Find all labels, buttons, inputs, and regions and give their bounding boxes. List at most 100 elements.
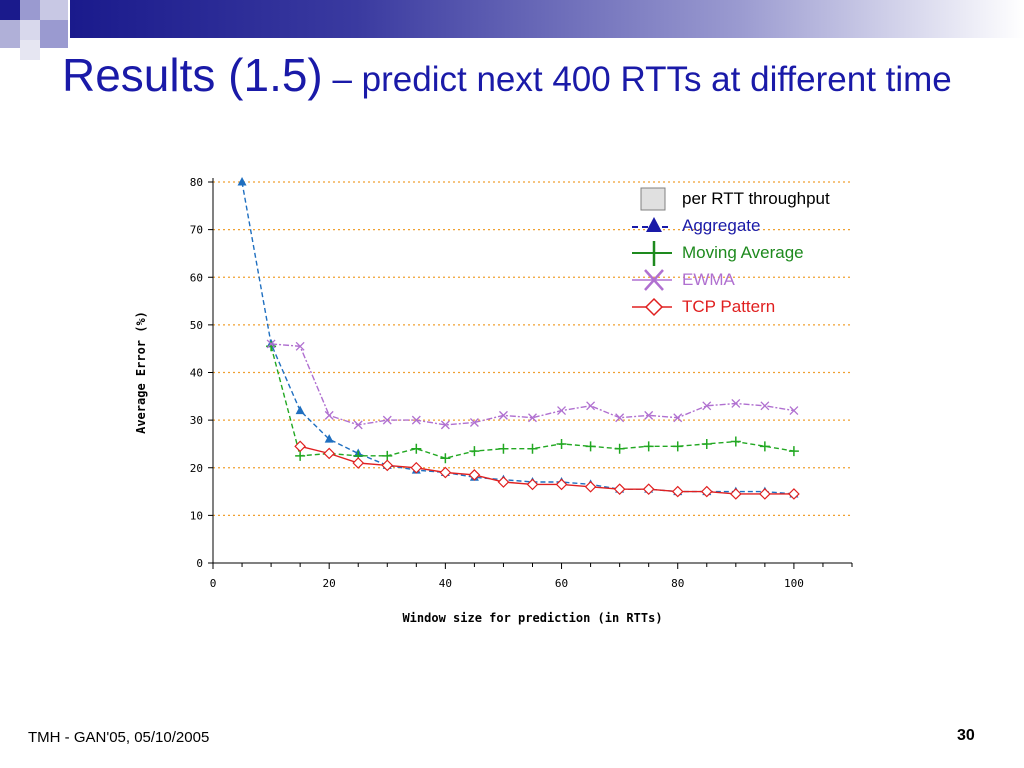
data-point-ewma (673, 413, 683, 423)
x-tick-label: 20 (323, 577, 336, 590)
data-point-tcp-pattern (410, 461, 423, 474)
data-point-ewma (615, 413, 625, 423)
data-point-moving-average (788, 446, 799, 457)
x-tick-label: 60 (555, 577, 568, 590)
data-point-tcp-pattern (497, 476, 510, 488)
data-point-ewma (586, 401, 596, 411)
data-point-tcp-pattern (294, 440, 306, 453)
data-point-ewma (353, 420, 363, 430)
data-point-tcp-pattern (729, 488, 742, 500)
data-point-moving-average (672, 441, 683, 452)
data-point-moving-average (643, 441, 654, 452)
legend-symbol-triangle (632, 217, 672, 232)
data-point-ewma (731, 398, 741, 408)
y-tick-label: 20 (190, 462, 203, 475)
legend-symbol-cross (632, 269, 672, 291)
title-gradient-bar (70, 0, 1024, 38)
legend-label: EWMA (682, 270, 735, 289)
data-point-tcp-pattern (584, 480, 597, 493)
data-point-tcp-pattern (439, 466, 452, 479)
decorative-square (40, 0, 68, 20)
decorative-square (20, 20, 40, 40)
data-point-tcp-pattern (613, 483, 626, 496)
y-tick-label: 70 (190, 224, 203, 237)
data-point-moving-average (730, 436, 741, 447)
footer-text: TMH - GAN'05, 05/10/2005 (28, 729, 210, 746)
data-point-ewma (644, 410, 654, 420)
x-tick-label: 100 (784, 577, 804, 590)
data-point-moving-average (295, 450, 306, 461)
data-point-moving-average (440, 453, 451, 464)
series-line-ewma (271, 343, 795, 426)
data-point-moving-average (556, 438, 567, 449)
data-point-moving-average (759, 441, 770, 452)
x-tick-label: 80 (671, 577, 684, 590)
slide-title-sub: – predict next 400 RTTs at different tim… (322, 60, 952, 99)
data-point-ewma (469, 418, 479, 427)
y-tick-label: 80 (190, 176, 203, 189)
data-point-tcp-pattern (323, 447, 336, 460)
data-point-ewma (440, 420, 450, 430)
legend-symbol-diamond (632, 297, 672, 317)
y-tick-label: 30 (190, 414, 203, 427)
data-point-tcp-pattern (642, 483, 655, 496)
x-tick-label: 40 (439, 577, 452, 590)
data-point-ewma (557, 406, 567, 416)
legend-label: per RTT throughput (682, 189, 830, 208)
data-point-moving-average (614, 443, 625, 454)
data-point-tcp-pattern (759, 488, 771, 500)
data-point-tcp-pattern (788, 488, 800, 500)
data-point-tcp-pattern (468, 469, 481, 481)
legend-label: Aggregate (682, 216, 761, 235)
legend-label: Moving Average (682, 243, 804, 262)
slide-title: Results (1.5) – predict next 400 RTTs at… (62, 52, 962, 98)
line-chart: 0 10 20 30 40 50 60 70 80 0 20 40 60 80 100 Window size… (134, 176, 853, 625)
slide-title-main: Results (1.5) (62, 49, 323, 101)
x-axis-label: Window size for prediction (in RTTs) (402, 611, 662, 625)
y-tick-label: 0 (196, 557, 203, 570)
decorative-square (40, 20, 68, 48)
data-point-aggregate (237, 177, 247, 186)
data-point-ewma (324, 410, 334, 420)
data-point-tcp-pattern (526, 478, 539, 491)
data-point-moving-average (701, 438, 712, 449)
data-point-ewma (789, 406, 799, 416)
y-tick-label: 10 (190, 509, 203, 522)
data-point-moving-average (498, 443, 509, 454)
data-point-ewma (760, 401, 770, 411)
data-point-tcp-pattern (352, 457, 365, 469)
data-point-moving-average (411, 443, 422, 454)
data-point-moving-average (469, 446, 480, 457)
data-point-tcp-pattern (555, 478, 568, 491)
legend-symbol-plus (632, 241, 672, 266)
data-point-ewma (382, 415, 392, 425)
series-line-moving-average (270, 346, 795, 459)
data-point-tcp-pattern (671, 485, 684, 498)
data-point-moving-average (382, 450, 393, 461)
series-line-tcp-pattern (299, 445, 794, 495)
data-point-aggregate (324, 434, 334, 443)
legend-label: TCP Pattern (682, 297, 776, 316)
decorative-square (0, 0, 20, 20)
data-point-tcp-pattern (381, 459, 394, 472)
page-number: 30 (957, 727, 975, 744)
decorative-square (20, 0, 40, 20)
data-point-ewma (702, 401, 712, 411)
legend-symbol-box (640, 187, 666, 211)
data-point-aggregate (295, 405, 305, 415)
data-point-moving-average (527, 443, 538, 454)
y-axis-label: Average Error (%) (134, 311, 148, 434)
decorative-square (0, 20, 20, 48)
x-tick-label: 0 (210, 577, 217, 590)
data-point-ewma (498, 410, 508, 420)
data-point-tcp-pattern (700, 485, 713, 498)
data-point-moving-average (585, 441, 596, 452)
y-tick-label: 50 (190, 319, 203, 332)
y-tick-label: 40 (190, 367, 203, 380)
data-point-ewma (411, 415, 421, 425)
decorative-square (20, 40, 40, 60)
data-point-ewma (266, 339, 276, 349)
data-point-ewma (295, 341, 305, 351)
data-point-moving-average (266, 341, 277, 352)
data-point-ewma (528, 413, 537, 423)
